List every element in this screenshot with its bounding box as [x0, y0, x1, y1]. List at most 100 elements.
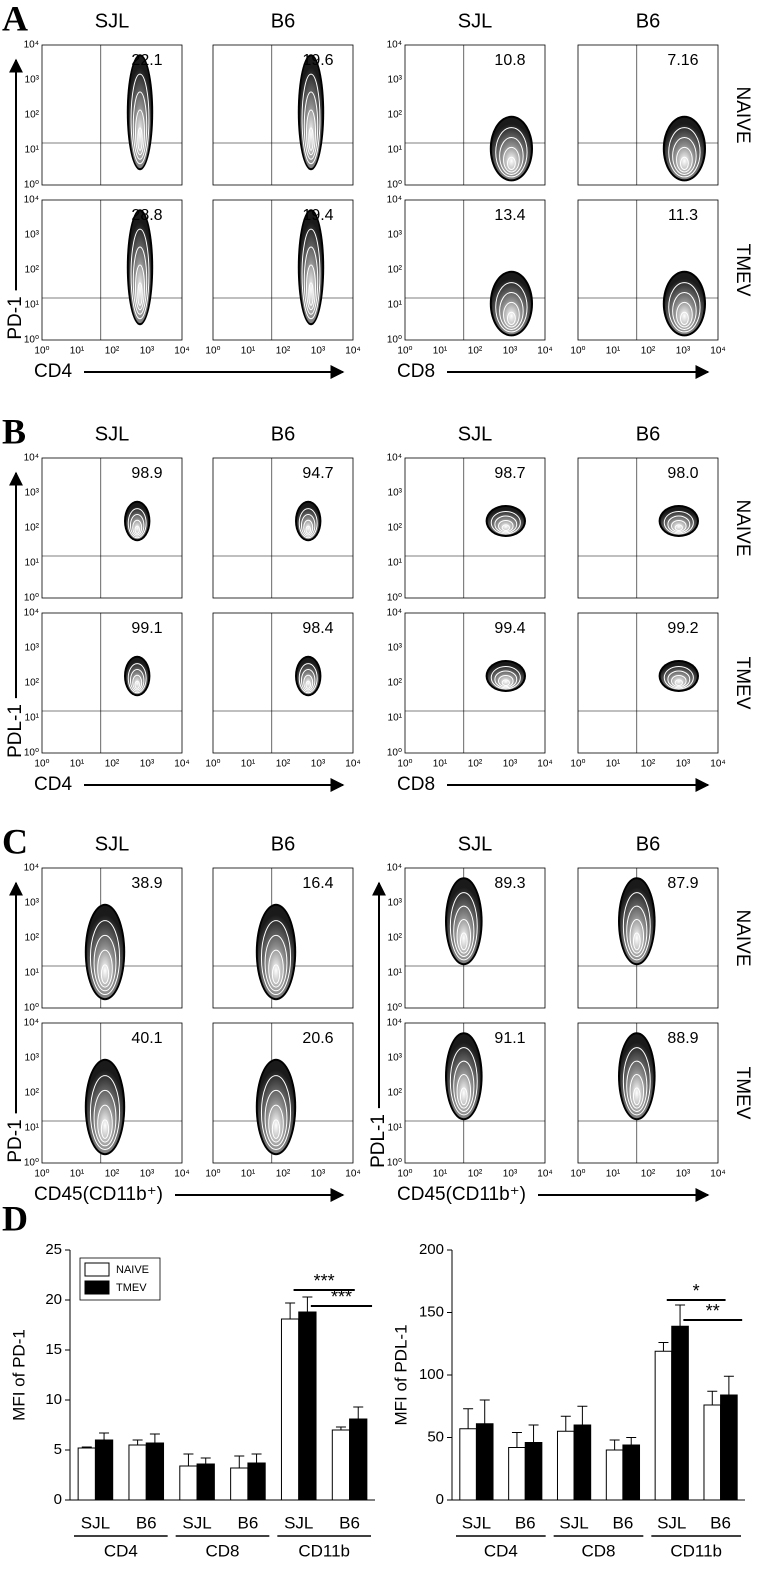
contour-line [674, 679, 683, 687]
contour-line [449, 1047, 478, 1116]
x-tick-label: 10⁴ [174, 346, 189, 357]
x-tick-label: 10³ [140, 759, 155, 770]
contour-line [132, 246, 148, 315]
bar [459, 1428, 477, 1501]
contour-fill [86, 905, 124, 999]
contour-line [668, 127, 701, 178]
quadrant-percent: 94.7 [302, 465, 333, 482]
y-tick-label: 10³ [388, 488, 403, 499]
quadrant-percent: 38.9 [131, 875, 162, 892]
contour-line [495, 127, 528, 178]
x-tick-label: 10² [276, 759, 291, 770]
plot-frame [41, 44, 183, 186]
contour-line [626, 905, 648, 957]
x-tick-label: 10⁰ [397, 1169, 412, 1180]
y-tick-label: 10² [25, 110, 40, 121]
y-tick-label: 10¹ [388, 968, 403, 979]
y-tick-label: 10⁴ [387, 453, 402, 464]
contour-line [494, 515, 518, 534]
quadrant-percent: 98.7 [494, 465, 525, 482]
x-tick-label: 10³ [676, 759, 691, 770]
bar [703, 1404, 722, 1501]
y-tick-label: 10² [388, 265, 403, 276]
y-tick-label: 10² [388, 523, 403, 534]
contour-fill [128, 211, 152, 324]
contour-line [306, 109, 316, 156]
row-label: TMEV [732, 1067, 753, 1120]
contour-line [298, 508, 318, 539]
contour-line [498, 519, 514, 533]
group-label: CD4 [104, 1541, 138, 1560]
x-axis-label: CD4 [34, 361, 72, 382]
y-tick-label: 10¹ [25, 145, 40, 156]
quadrant-percent: 13.4 [494, 207, 525, 224]
x-axis-label: CD45(CD11b⁺) [34, 1184, 163, 1205]
x-tick-label: B6 [515, 1513, 536, 1532]
plot-frame [41, 612, 183, 754]
contour-line [453, 1060, 475, 1112]
contour-line [667, 515, 691, 534]
bar [196, 1463, 215, 1501]
y-tick-label: 10⁰ [387, 335, 402, 346]
contour-line [127, 663, 147, 694]
contour-line [135, 109, 145, 156]
panel-letter: A [2, 0, 28, 38]
row-label: TMEV [732, 244, 753, 297]
contour-fill [491, 272, 531, 335]
panel-letter: C [2, 821, 28, 861]
significance-label: * [693, 1281, 700, 1301]
contour-fill [447, 879, 481, 964]
quadrant-percent: 40.1 [131, 1030, 162, 1047]
column-header: B6 [271, 10, 295, 32]
column-header: SJL [458, 833, 492, 855]
y-tick-label: 50 [427, 1428, 444, 1445]
contour-line [130, 73, 150, 165]
contour-line [298, 663, 318, 694]
column-header: SJL [95, 10, 129, 32]
bar [349, 1418, 368, 1501]
x-tick-label: 10¹ [241, 346, 256, 357]
x-tick-label: 10⁴ [537, 1169, 552, 1180]
contour-line [301, 73, 321, 165]
y-tick-label: 10⁰ [24, 1003, 39, 1014]
y-tick-label: 10³ [388, 643, 403, 654]
column-header: SJL [95, 423, 129, 445]
x-tick-label: 10² [468, 346, 483, 357]
contour-line [303, 246, 319, 315]
y-tick-label: 0 [436, 1491, 444, 1508]
y-axis-label: PD-1 [5, 1119, 26, 1162]
significance-label: *** [331, 1287, 352, 1307]
y-tick-label: 10⁰ [24, 593, 39, 604]
contour-line [672, 292, 697, 330]
y-tick-label: 10¹ [25, 713, 40, 724]
y-tick-label: 10⁴ [24, 195, 39, 206]
y-axis-label: PDL-1 [5, 704, 26, 758]
quadrant-percent: 19.4 [302, 207, 333, 224]
contour-line [499, 137, 524, 175]
quadrant-percent: 98.4 [302, 620, 333, 637]
contour-line [459, 932, 468, 951]
y-tick-label: 10² [25, 265, 40, 276]
x-tick-label: 10⁴ [345, 759, 360, 770]
x-tick-label: 10² [276, 346, 291, 357]
quadrant-percent: 7.16 [667, 52, 698, 69]
quadrant-percent: 87.9 [667, 875, 698, 892]
bar [556, 1430, 575, 1501]
x-tick-label: 10¹ [70, 346, 85, 357]
panel-letter: D [2, 1198, 28, 1238]
y-tick-label: 10³ [388, 898, 403, 909]
column-header: SJL [458, 10, 492, 32]
contour-line [264, 934, 288, 992]
y-tick-label: 15 [45, 1341, 62, 1358]
x-tick-label: 10³ [311, 346, 326, 357]
x-tick-label: 10⁴ [710, 346, 725, 357]
contour-line [668, 282, 701, 333]
quadrant-percent: 98.0 [667, 465, 698, 482]
x-tick-label: 10⁰ [205, 346, 220, 357]
contour-line [89, 1075, 121, 1151]
panel-letter: B [2, 411, 26, 451]
x-tick-label: B6 [710, 1513, 731, 1532]
bar [331, 1429, 351, 1501]
contour-line [308, 282, 314, 306]
y-tick-label: 150 [419, 1303, 444, 1320]
